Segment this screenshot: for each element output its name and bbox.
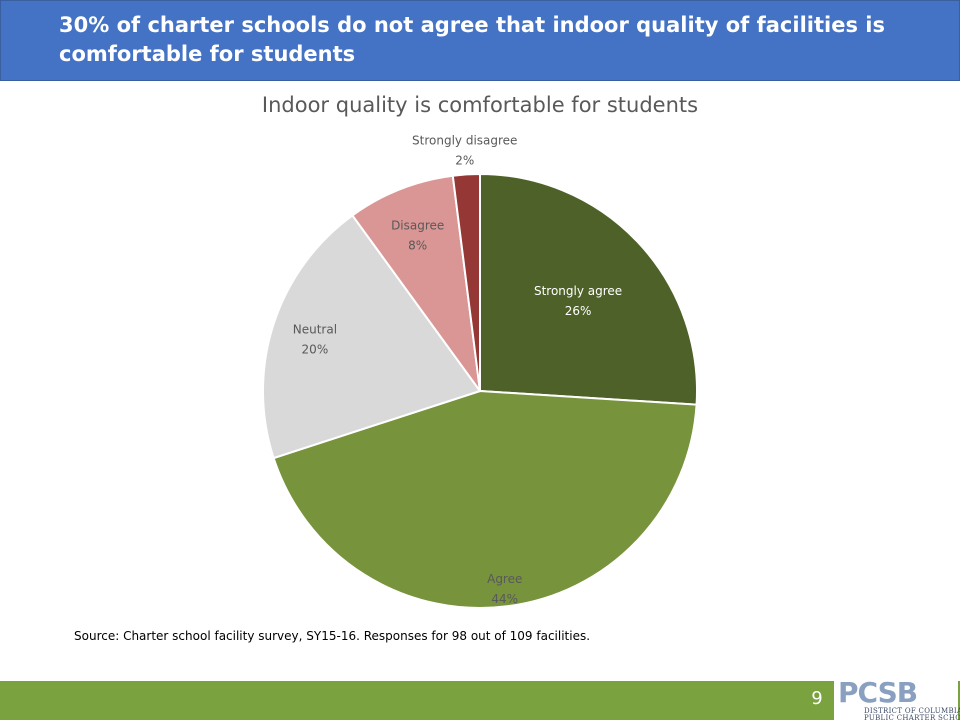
pie-slice-strongly-agree — [479, 172, 698, 406]
footer-bar — [0, 681, 960, 720]
data-label-disagree: Disagree 8% — [391, 219, 444, 253]
title-banner: 30% of charter schools do not agree that… — [0, 0, 960, 81]
slide-title: 30% of charter schools do not agree that… — [59, 13, 885, 66]
data-label-strongly-disagree: Strongly disagree 2% — [412, 133, 517, 167]
pie-slice-neutral — [262, 214, 482, 460]
logo-line-1: DISTRICT OF COLUMBIA — [864, 707, 960, 715]
source-note: Source: Charter school facility survey, … — [74, 629, 591, 643]
data-label-strongly-agree: Strongly agree 26% — [534, 284, 622, 318]
pie-slice-strongly-disagree — [451, 172, 481, 392]
logo-mark: PCSB — [838, 676, 918, 709]
logo-line-2: PUBLIC CHARTER SCHOOL BOARD — [864, 714, 960, 722]
pie-slice-agree — [272, 389, 698, 609]
page-number: 9 — [811, 688, 823, 709]
chart-title: Indoor quality is comfortable for studen… — [261, 93, 699, 117]
pcsb-logo: PCSB DISTRICT OF COLUMBIA PUBLIC CHARTER… — [834, 676, 960, 722]
data-label-agree: Agree 44% — [487, 572, 522, 606]
data-label-neutral: Neutral 20% — [293, 322, 337, 356]
pie-slice-disagree — [351, 174, 481, 392]
